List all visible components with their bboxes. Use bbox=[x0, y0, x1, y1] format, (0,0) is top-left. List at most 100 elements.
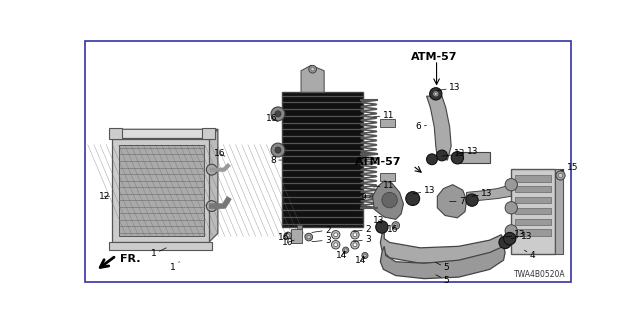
Bar bbox=[291, 229, 302, 243]
Text: ATM-57: ATM-57 bbox=[355, 156, 401, 167]
Circle shape bbox=[305, 233, 312, 241]
Bar bbox=[380, 192, 395, 200]
Circle shape bbox=[362, 252, 368, 259]
Circle shape bbox=[364, 254, 366, 257]
Circle shape bbox=[275, 147, 281, 153]
Circle shape bbox=[351, 230, 359, 239]
Text: 6: 6 bbox=[416, 123, 427, 132]
Circle shape bbox=[382, 192, 397, 208]
Text: 5: 5 bbox=[436, 275, 449, 285]
Circle shape bbox=[344, 249, 347, 252]
Text: 9: 9 bbox=[360, 193, 372, 202]
Circle shape bbox=[436, 150, 447, 161]
Bar bbox=[515, 219, 551, 225]
Circle shape bbox=[505, 225, 517, 237]
Text: 16: 16 bbox=[214, 149, 225, 158]
Text: 16: 16 bbox=[387, 225, 398, 234]
Text: 2: 2 bbox=[353, 225, 371, 234]
Circle shape bbox=[332, 230, 340, 239]
Text: 5: 5 bbox=[436, 262, 449, 272]
Circle shape bbox=[206, 201, 217, 212]
Circle shape bbox=[505, 202, 517, 214]
Circle shape bbox=[559, 173, 563, 178]
Bar bbox=[118, 145, 204, 236]
Polygon shape bbox=[380, 246, 505, 279]
Text: 8: 8 bbox=[270, 156, 282, 164]
Polygon shape bbox=[109, 243, 212, 250]
Bar bbox=[515, 175, 551, 182]
Text: FR.: FR. bbox=[120, 254, 141, 264]
Text: 3: 3 bbox=[353, 235, 371, 244]
Circle shape bbox=[556, 171, 565, 180]
Text: 15: 15 bbox=[561, 163, 578, 172]
Polygon shape bbox=[427, 96, 451, 160]
Circle shape bbox=[406, 192, 420, 205]
Circle shape bbox=[499, 236, 511, 249]
Circle shape bbox=[427, 154, 437, 165]
Text: 2: 2 bbox=[312, 226, 330, 235]
Text: 16: 16 bbox=[278, 232, 289, 242]
Circle shape bbox=[334, 233, 338, 237]
Circle shape bbox=[334, 243, 338, 247]
Circle shape bbox=[504, 232, 516, 245]
Polygon shape bbox=[437, 185, 467, 218]
Bar bbox=[515, 197, 551, 203]
Circle shape bbox=[275, 111, 281, 117]
Circle shape bbox=[353, 243, 357, 247]
Text: 14: 14 bbox=[355, 256, 366, 265]
Polygon shape bbox=[209, 129, 218, 243]
Text: TWA4B0520A: TWA4B0520A bbox=[513, 270, 565, 279]
Circle shape bbox=[429, 88, 442, 100]
Circle shape bbox=[392, 222, 399, 229]
Circle shape bbox=[451, 152, 463, 164]
Polygon shape bbox=[113, 129, 218, 139]
Text: 13: 13 bbox=[372, 216, 384, 225]
Text: 13: 13 bbox=[413, 186, 435, 195]
Circle shape bbox=[435, 92, 437, 95]
Text: 11: 11 bbox=[373, 181, 394, 190]
Polygon shape bbox=[380, 229, 504, 263]
Text: 13: 13 bbox=[511, 232, 532, 241]
Text: 13: 13 bbox=[442, 149, 466, 158]
Text: 13: 13 bbox=[505, 230, 526, 239]
Circle shape bbox=[307, 235, 310, 239]
Circle shape bbox=[342, 247, 349, 253]
Circle shape bbox=[308, 65, 316, 73]
Circle shape bbox=[376, 221, 388, 233]
Text: 7: 7 bbox=[450, 197, 465, 206]
Bar bbox=[515, 229, 551, 236]
Bar bbox=[113, 139, 209, 243]
Bar bbox=[202, 128, 215, 139]
Circle shape bbox=[505, 179, 517, 191]
Polygon shape bbox=[301, 65, 324, 92]
Circle shape bbox=[394, 224, 397, 227]
Circle shape bbox=[285, 232, 291, 239]
Bar bbox=[109, 128, 122, 139]
Text: 13: 13 bbox=[458, 147, 478, 156]
Text: 13: 13 bbox=[472, 189, 493, 198]
Bar bbox=[511, 169, 555, 254]
Circle shape bbox=[351, 241, 359, 249]
Bar bbox=[555, 169, 563, 254]
Circle shape bbox=[271, 143, 285, 157]
Polygon shape bbox=[458, 152, 490, 163]
Circle shape bbox=[433, 91, 439, 97]
Circle shape bbox=[353, 233, 357, 237]
Bar bbox=[515, 186, 551, 192]
Circle shape bbox=[287, 234, 289, 237]
Text: 4: 4 bbox=[524, 250, 536, 260]
Circle shape bbox=[311, 68, 314, 71]
Text: 10: 10 bbox=[282, 238, 294, 247]
Bar bbox=[380, 119, 395, 127]
Circle shape bbox=[206, 164, 217, 175]
Text: 13: 13 bbox=[436, 83, 460, 92]
Text: 11: 11 bbox=[373, 111, 394, 120]
Circle shape bbox=[271, 107, 285, 121]
Bar bbox=[282, 92, 363, 227]
Text: 16: 16 bbox=[266, 114, 278, 123]
Polygon shape bbox=[372, 181, 403, 219]
Text: 12: 12 bbox=[99, 192, 110, 201]
Text: 3: 3 bbox=[312, 236, 331, 245]
Bar bbox=[380, 173, 395, 181]
Text: 1: 1 bbox=[151, 248, 166, 259]
